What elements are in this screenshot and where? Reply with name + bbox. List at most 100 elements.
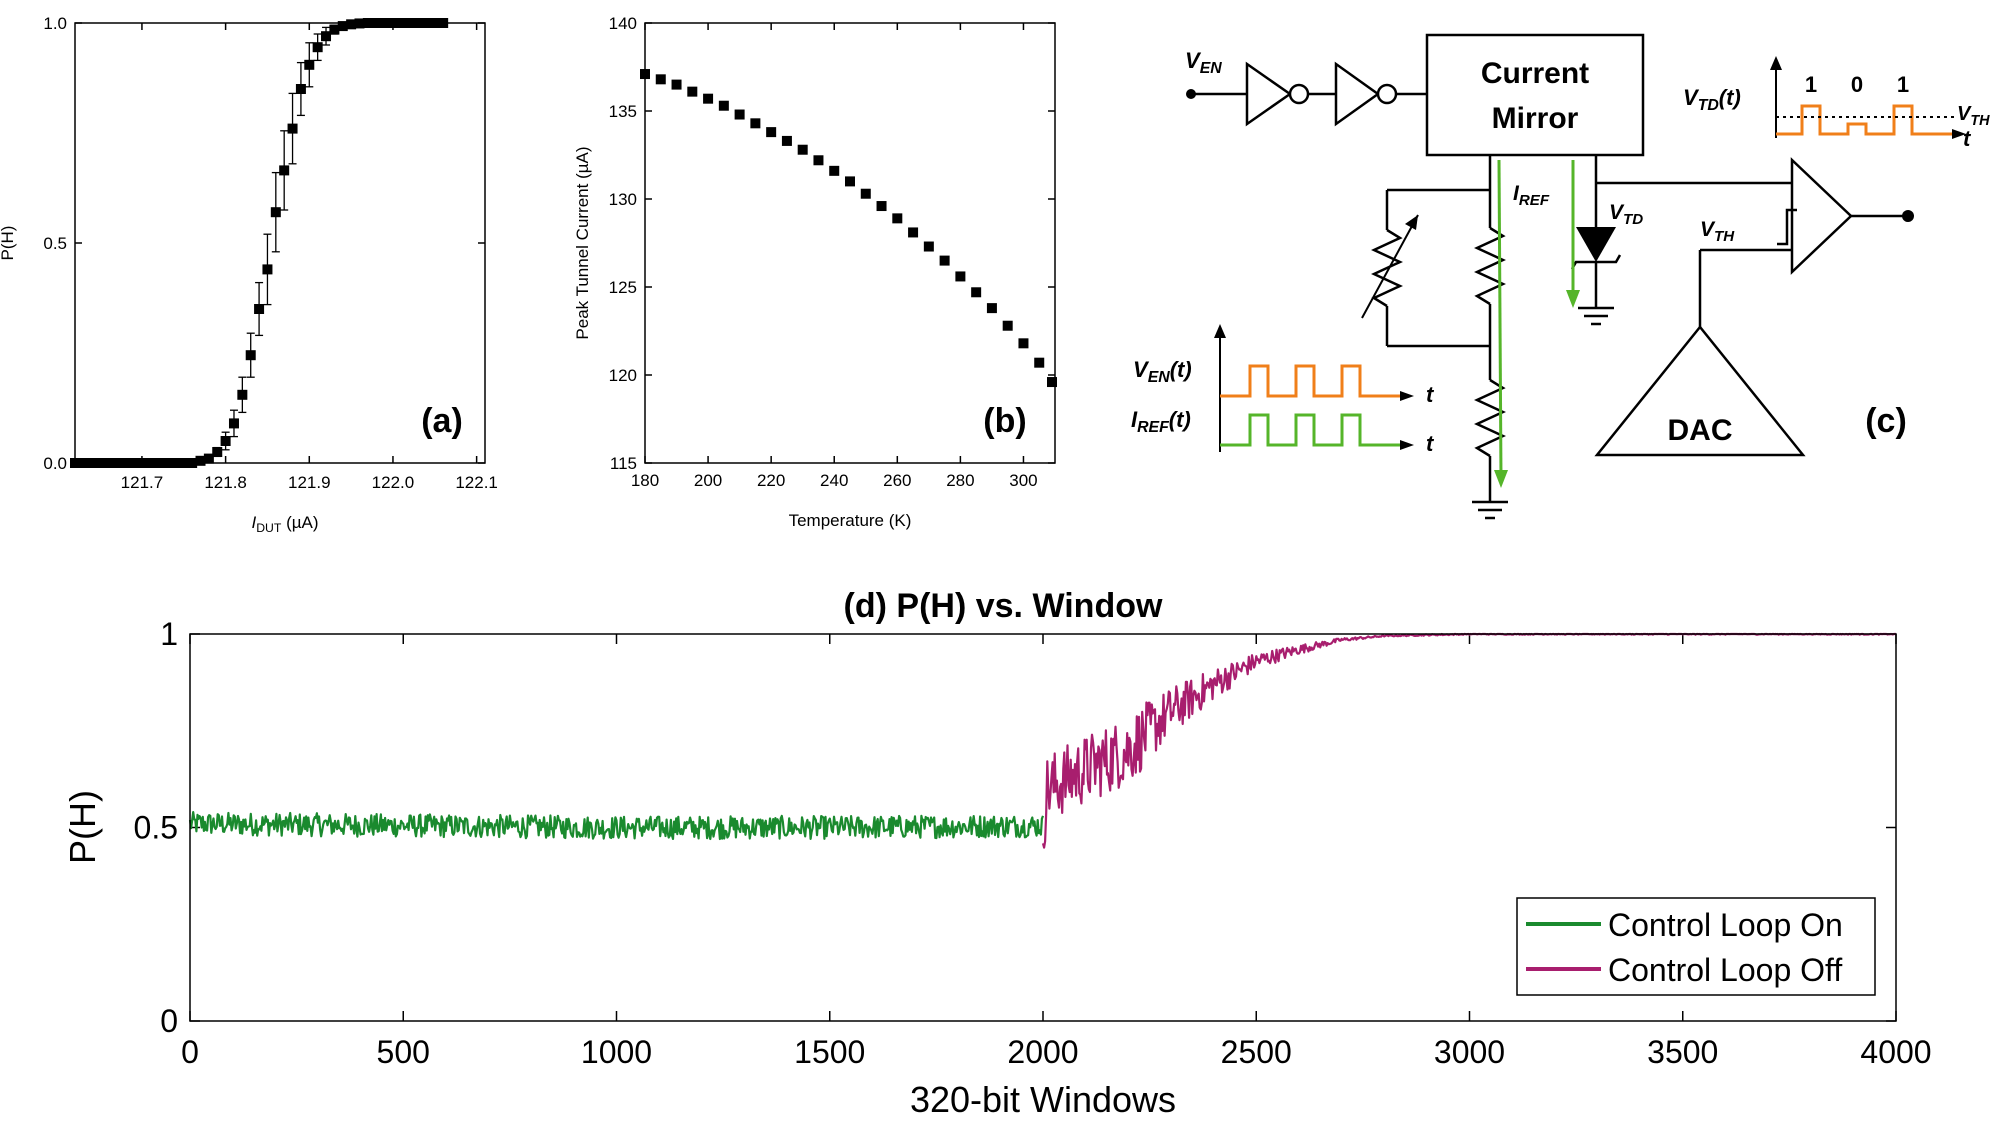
panel-b-point [845,176,855,187]
series-line-control-loop-on [188,810,1045,841]
panel-d-ticks: 0 500 1000 1500 2000 2500 3000 3500 4000 0 0.5 1 [134,616,1932,1070]
panel-b-point [1047,377,1057,388]
panel-b-point [703,93,714,104]
panel-a-point [95,458,106,468]
panel-b-xtick-label: 260 [883,471,911,490]
diode-arrowhead [1566,290,1580,308]
panel-b-point [640,69,650,80]
panel-a-xtick-label: 121.9 [288,473,331,492]
v-td-main: V [1609,201,1625,224]
panel-a-point [262,264,273,275]
v-en-sub: EN [1200,60,1223,77]
v-th-sub: TH [1714,228,1735,245]
panel-a-point [70,458,80,468]
panel-a-label: (a) [421,402,463,440]
panel-a-point [279,165,290,176]
panel-b-point [1002,320,1013,331]
variable-resistor-arrow [1361,214,1419,319]
panel-a-point [379,18,390,28]
panel-a-point [103,458,114,468]
panel-b-ylabel: Peak Tunnel Current (µA) [573,146,592,339]
i-ref-time-arrow [1400,440,1414,450]
v-td-waveform [1776,104,1952,136]
panel-d-xtick-label: 3500 [1647,1034,1718,1070]
v-th-inset-main: V [1957,103,1972,125]
panel-b-frame [644,22,1056,464]
variable-resistor [1371,228,1403,308]
panel-b-point [766,127,777,138]
output-terminal [1902,210,1914,222]
panel-b-ytick-label: 125 [609,278,637,297]
resistor-2 [1474,378,1506,458]
panel-d-frame [189,633,1897,1022]
panel-a-xtick-label: 121.8 [204,473,247,492]
panel-a-point [304,59,315,70]
panel-a-point [237,389,248,400]
v-td-label: VTD [1609,201,1643,228]
panel-d-xtick-label: 500 [377,1034,430,1070]
dac-block [1594,325,1806,457]
comparator [1790,157,1853,275]
i-ref-arrowhead [1494,470,1508,488]
i-ref-current-arrow [1497,159,1503,481]
panel-a-xlabel-sub: DUT [256,521,282,535]
panel-a-point [321,31,332,42]
panel-b-xtick-label: 280 [946,471,974,490]
panel-a-marks [70,18,449,468]
panel-b-xtick-label: 300 [1009,471,1037,490]
panel-b-point [687,86,698,97]
panel-b-xtick-label: 220 [757,471,785,490]
panel-a-point [178,458,189,468]
panel-a-point [162,458,173,468]
panel-a-xtick-label: 121.7 [121,473,164,492]
panel-b-point [750,118,761,129]
panel-a-xlabel-var: I [251,513,256,532]
panel-a-point [354,18,365,29]
i-ref-wave-t: t [1426,431,1435,456]
panel-a-point [120,458,131,468]
panel-b-point [655,74,666,85]
panel-a-xtick-label: 122.0 [372,473,415,492]
panel-a-frame [74,22,486,464]
panel-b-point [923,241,934,252]
i-ref-sub: REF [1519,192,1550,209]
panel-b-marks [640,69,1057,388]
td-time-arrow [1952,129,1966,139]
v-en-wave-arg: (t) [1170,357,1192,382]
panel-d-ylabel: P(H) [62,790,103,864]
v-th-inset-label: VTH [1957,103,1990,129]
panel-b-xtick-label: 200 [694,471,722,490]
td-inset-axis-arrow [1770,56,1782,70]
i-ref-wave-label: IREF(t) [1131,407,1191,436]
panel-d-title: (d) P(H) vs. Window [844,587,1163,625]
panel-b-ytick-label: 115 [610,454,637,473]
panel-a-point [404,18,415,28]
panel-d-xtick-label: 2000 [1007,1034,1078,1070]
panel-a-chart: 121.7 121.8 121.9 122.0 122.10.00.51.0 P(H) … [0,14,498,535]
panel-a-point [295,84,306,94]
panel-a-point [136,458,147,468]
panel-d-chart: (d) P(H) vs. Window 0 500 1000 1500 2000 2500… [62,587,1932,1120]
panel-a-point [329,24,340,35]
current-mirror-line2: Mirror [1492,102,1579,135]
panel-a-point [145,458,156,468]
v-en-label: VEN [1185,48,1222,77]
panel-d-xtick-label: 3000 [1434,1034,1505,1070]
panel-b-xlabel: Temperature (K) [789,511,912,530]
tunnel-diode [1576,227,1616,262]
panel-b-point [971,287,982,298]
panel-b-point [797,144,808,155]
v-td-wave-label: VTD(t) [1683,85,1741,114]
current-mirror-line1: Current [1481,57,1589,90]
panel-b-ytick-label: 130 [609,190,637,209]
panel-b-point [955,271,966,282]
panel-b-point [718,100,729,111]
panel-b-ytick-label: 140 [609,14,637,33]
panel-a-ytick-label: 1.0 [43,14,67,33]
panel-d-ytick-label: 1 [160,616,178,652]
bit-1-label: 1 [1805,72,1817,97]
v-en-wave-label: VEN(t) [1133,357,1192,386]
i-ref-wave-sub: REF [1137,419,1170,436]
panel-a-point [312,42,323,53]
